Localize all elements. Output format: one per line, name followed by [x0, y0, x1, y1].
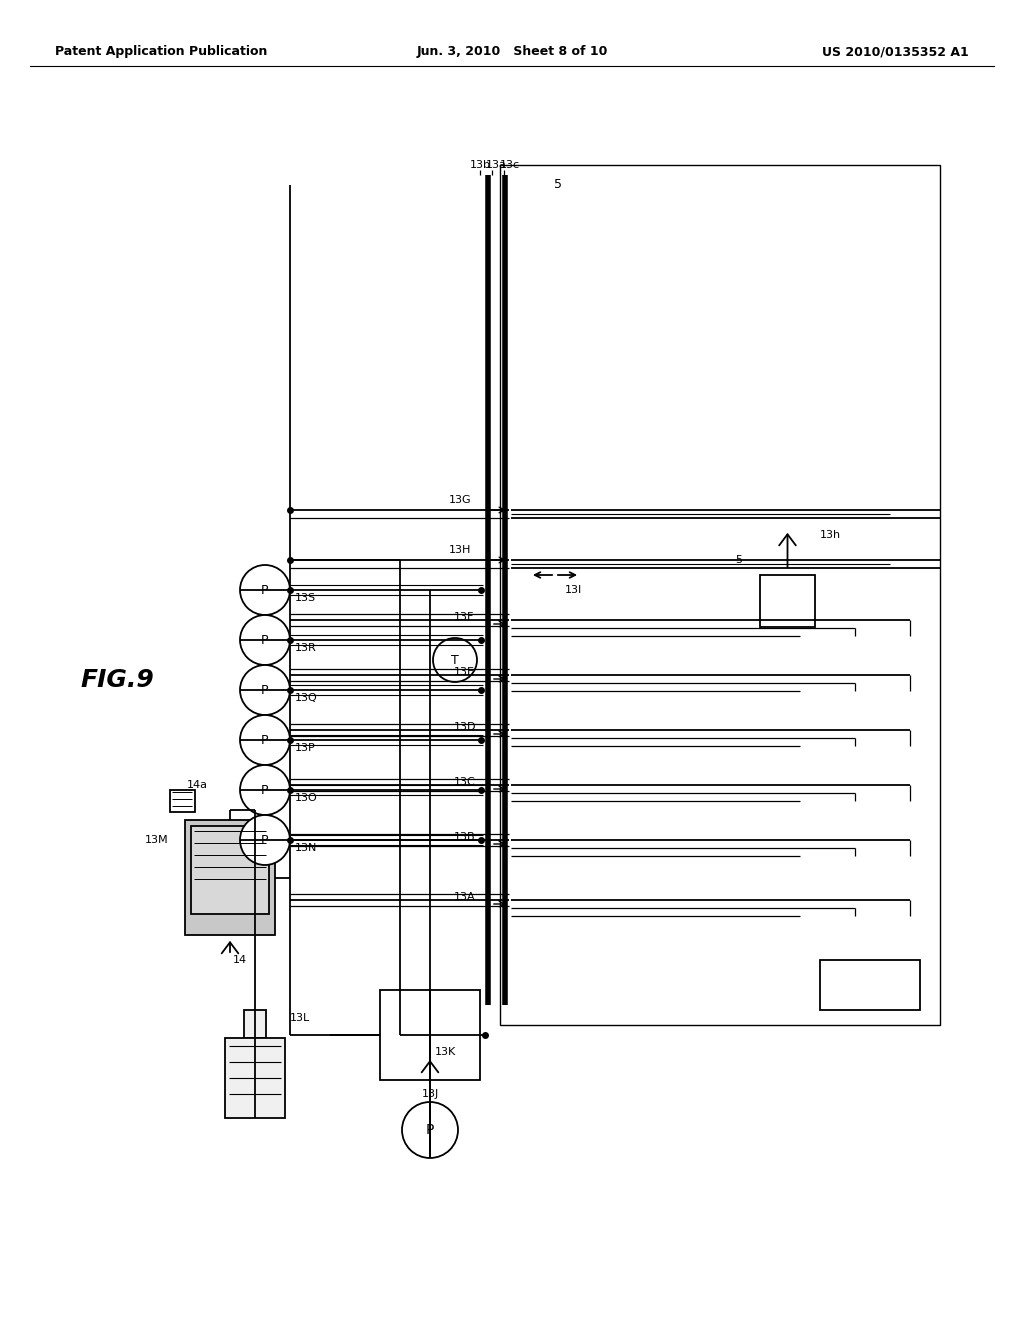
Text: 13J: 13J	[421, 1089, 438, 1100]
Text: FIG.9: FIG.9	[80, 668, 154, 692]
Text: P: P	[261, 784, 268, 796]
Bar	[500, 165, 940, 1026]
Circle shape	[240, 766, 290, 814]
Text: 13E: 13E	[454, 667, 475, 677]
Text: 13Q: 13Q	[295, 693, 317, 704]
Text: P: P	[261, 833, 268, 846]
Text: T: T	[452, 653, 459, 667]
Text: 13b: 13b	[469, 160, 490, 170]
Text: Patent Application Publication: Patent Application Publication	[55, 45, 267, 58]
Text: 13a: 13a	[485, 160, 507, 170]
Text: 13F: 13F	[454, 612, 474, 622]
Text: 13R: 13R	[295, 643, 316, 653]
Text: 13h: 13h	[820, 531, 841, 540]
Text: 13C: 13C	[454, 777, 476, 787]
Text: 13I: 13I	[565, 585, 583, 595]
Bar	[225, 1038, 285, 1118]
Text: 14: 14	[233, 954, 247, 965]
Circle shape	[240, 715, 290, 766]
Text: P: P	[261, 583, 268, 597]
Text: 14a: 14a	[187, 780, 208, 789]
Bar	[820, 960, 920, 1010]
Circle shape	[240, 665, 290, 715]
Text: Jun. 3, 2010   Sheet 8 of 10: Jun. 3, 2010 Sheet 8 of 10	[417, 45, 607, 58]
Text: 5: 5	[735, 554, 742, 565]
Text: 13N: 13N	[295, 843, 317, 853]
Circle shape	[402, 1102, 458, 1158]
Text: P: P	[426, 1123, 434, 1137]
Text: P: P	[261, 634, 268, 647]
Text: 13H: 13H	[449, 545, 471, 554]
Text: 13D: 13D	[454, 722, 476, 733]
Text: 13O: 13O	[295, 793, 317, 803]
Bar	[760, 576, 815, 627]
Text: 13G: 13G	[449, 495, 472, 506]
Text: 13P: 13P	[295, 743, 315, 752]
Text: 13K: 13K	[435, 1047, 457, 1057]
Text: 13B: 13B	[454, 832, 475, 842]
Text: 13A: 13A	[454, 892, 475, 902]
Text: P: P	[261, 684, 268, 697]
Text: 13L: 13L	[290, 1012, 310, 1023]
Text: 13M: 13M	[145, 836, 169, 845]
Text: US 2010/0135352 A1: US 2010/0135352 A1	[822, 45, 969, 58]
Bar	[170, 789, 195, 812]
Circle shape	[240, 814, 290, 865]
Text: 13c: 13c	[500, 160, 520, 170]
Text: 5: 5	[554, 178, 562, 191]
Bar	[185, 820, 275, 935]
Circle shape	[433, 638, 477, 682]
Bar	[380, 990, 480, 1080]
Bar	[244, 1010, 266, 1038]
Circle shape	[240, 615, 290, 665]
Text: P: P	[261, 734, 268, 747]
Circle shape	[240, 565, 290, 615]
Bar	[191, 826, 269, 913]
Text: 13S: 13S	[295, 593, 316, 603]
